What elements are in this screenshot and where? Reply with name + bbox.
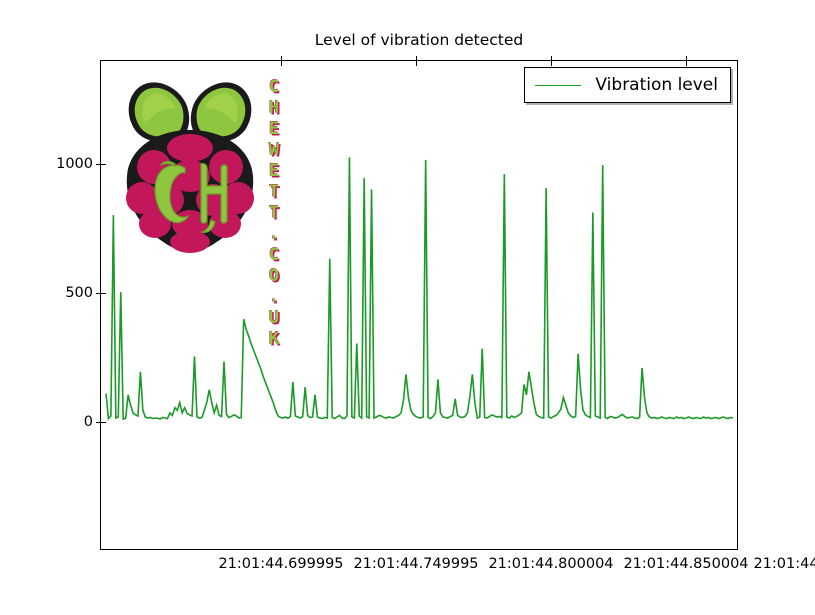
y-tick-label: 0 [83,414,93,431]
x-tick-mark-inner [416,61,418,66]
vibration-line-series [101,61,737,549]
y-tick-mark-inner [101,164,106,166]
legend-label: Vibration level [595,75,718,95]
y-tick-mark [96,164,101,166]
plot-area: CHEWETT.CO.UK Vibration level 0 500 1000 21… [56,56,815,572]
y-tick-mark [96,422,101,424]
x-tick-label: 21:01:44.850004 [623,556,749,572]
x-tick-mark-inner [551,61,553,66]
y-tick-label: 1000 [56,156,93,173]
x-tick-label: 21:01:44.699995 [218,556,344,572]
legend-line-swatch [535,84,582,86]
vibration-level-line [106,157,733,419]
page-title: Level of vibration detected [314,31,524,49]
x-tick-label: 21:01:44.900004 [753,556,815,572]
x-tick-label: 21:01:44.800004 [488,556,614,572]
x-tick-mark [416,56,418,61]
y-tick-mark-inner [101,293,106,295]
y-tick-label: 500 [65,285,93,302]
x-tick-mark [551,56,553,61]
x-tick-mark-inner [686,61,688,66]
x-tick-label: 21:01:44.749995 [353,556,479,572]
x-tick-mark [686,56,688,61]
x-tick-mark [281,56,283,61]
y-tick-mark-inner [101,422,106,424]
y-tick-mark [96,293,101,295]
x-tick-mark-inner [281,61,283,66]
legend: Vibration level [524,67,731,103]
